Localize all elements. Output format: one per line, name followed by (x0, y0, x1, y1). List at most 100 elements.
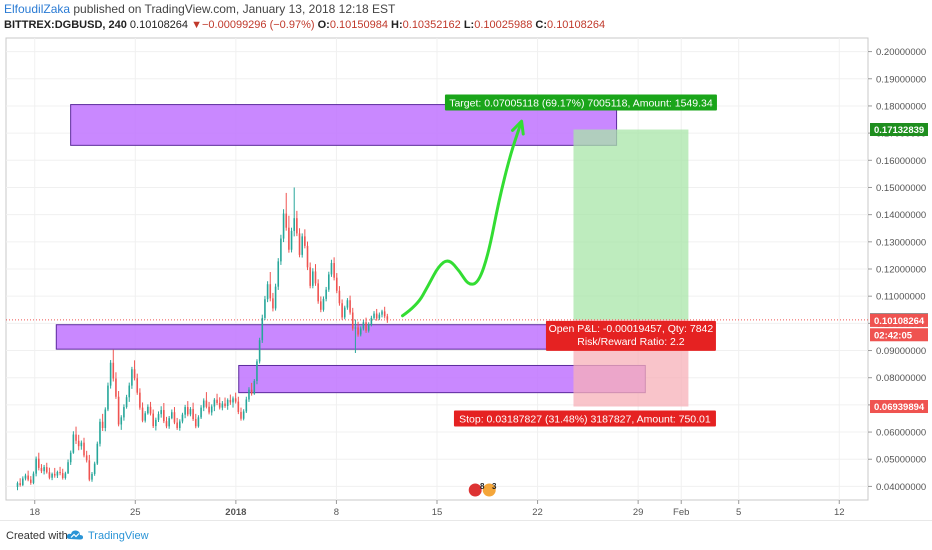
candle-body (256, 361, 258, 381)
candle-body (29, 479, 32, 483)
price-mark-bg (870, 328, 928, 342)
candle-body (248, 389, 250, 400)
pnl-label-bg (545, 320, 716, 351)
candle-body (381, 311, 383, 315)
candle-body (93, 463, 96, 474)
candle-body (96, 443, 99, 464)
candle-body (80, 442, 83, 447)
candle-body (171, 412, 173, 419)
y-tick-label: 0.19000000 (876, 74, 926, 85)
candle-body (178, 421, 181, 428)
candle-body (250, 389, 253, 394)
candles (16, 187, 389, 491)
candle-body (351, 312, 354, 329)
candle-body (245, 399, 248, 412)
candle-body (349, 300, 351, 313)
last-price: 0.10108264 (129, 19, 189, 31)
candle-body (378, 314, 381, 319)
x-tick-label: 25 (130, 507, 141, 518)
candle-body (67, 462, 69, 474)
candle-body (53, 473, 56, 476)
candle-body (160, 410, 162, 415)
candle-body (327, 274, 330, 290)
risk-reward-text: Risk/Reward Ratio: 2.2 (577, 336, 685, 348)
change-value: −0.00099296 (−0.97%) (202, 19, 315, 31)
candle-body (312, 271, 314, 286)
candle-body (296, 218, 298, 234)
candle-body (56, 472, 59, 476)
candle-body (216, 399, 218, 403)
candle-body (375, 313, 378, 319)
candle-body (64, 473, 67, 478)
close-label: C: (535, 19, 548, 31)
candle-body (282, 213, 285, 239)
candle-body (16, 483, 19, 487)
symbol-label[interactable]: BITTREX:DGBUSD, 240 (4, 19, 127, 31)
candle-body (205, 400, 208, 407)
close-value: 0.10108264 (547, 19, 606, 31)
open-label: O: (317, 19, 330, 31)
candle-body (325, 289, 327, 299)
candle-body (365, 322, 367, 331)
footer-bar: Created with TradingView (0, 520, 932, 550)
candle-body (27, 475, 29, 480)
target-label-bg (444, 94, 717, 111)
candle-body (194, 419, 197, 427)
candle-body (277, 261, 280, 287)
stop-label-bg (453, 410, 716, 427)
candle-body (176, 422, 178, 428)
price-chart[interactable]: 0.040000000.050000000.060000000.07000000… (0, 0, 932, 520)
candle-body (85, 455, 88, 461)
candle-body (269, 284, 272, 299)
tradingview-brand[interactable]: TradingView (88, 530, 149, 542)
x-tick-label: 29 (633, 507, 644, 518)
y-tick-label: 0.18000000 (876, 101, 926, 112)
projection-path (401, 119, 525, 318)
candle-body (197, 417, 200, 427)
candle-body (83, 442, 85, 456)
candle-body (152, 413, 154, 427)
candle-body (354, 327, 357, 329)
candle-body (45, 467, 48, 473)
candle-body (301, 236, 303, 255)
projection-arrow (401, 123, 522, 318)
position-labels: Target: 0.07005118 (69.17%) 7005118, Amo… (444, 94, 717, 427)
candle-body (75, 434, 77, 441)
candle-body (139, 392, 141, 408)
candle-body (120, 417, 123, 425)
candle-body (91, 473, 93, 480)
candle-body (181, 414, 184, 422)
candle-body (266, 284, 269, 300)
axes: 0.040000000.050000000.060000000.07000000… (29, 47, 928, 518)
candle-body (272, 298, 274, 309)
author-link[interactable]: ElfoudilZaka (4, 2, 71, 16)
y-tick-label: 0.11000000 (876, 292, 926, 303)
candle-body (333, 263, 335, 278)
candle-body (258, 340, 261, 362)
candle-body (280, 238, 282, 262)
price-mark-label: 0.06939894 (874, 402, 925, 413)
candle-body (35, 458, 37, 474)
candle-body (147, 406, 149, 414)
stop-label-text: Stop: 0.03187827 (31.48%) 3187827, Amoun… (459, 414, 711, 426)
candle-body (309, 267, 311, 286)
candle-body (320, 301, 322, 310)
candle-body (383, 311, 386, 317)
high-label: H: (391, 19, 403, 31)
candle-body (48, 472, 51, 478)
y-tick-label: 0.05000000 (876, 455, 926, 466)
y-tick-label: 0.12000000 (876, 265, 926, 276)
candle-body (200, 407, 202, 418)
candle-body (335, 277, 338, 291)
target-label (444, 94, 717, 111)
candle-body (104, 409, 107, 428)
candle-body (173, 412, 176, 423)
candle-body (298, 233, 301, 255)
candle-body (370, 317, 373, 325)
candle-body (304, 236, 306, 246)
candle-body (101, 421, 104, 428)
candle-body (317, 283, 319, 302)
candle-body (306, 245, 309, 268)
candle-body (264, 299, 266, 318)
candle-body (165, 421, 168, 427)
